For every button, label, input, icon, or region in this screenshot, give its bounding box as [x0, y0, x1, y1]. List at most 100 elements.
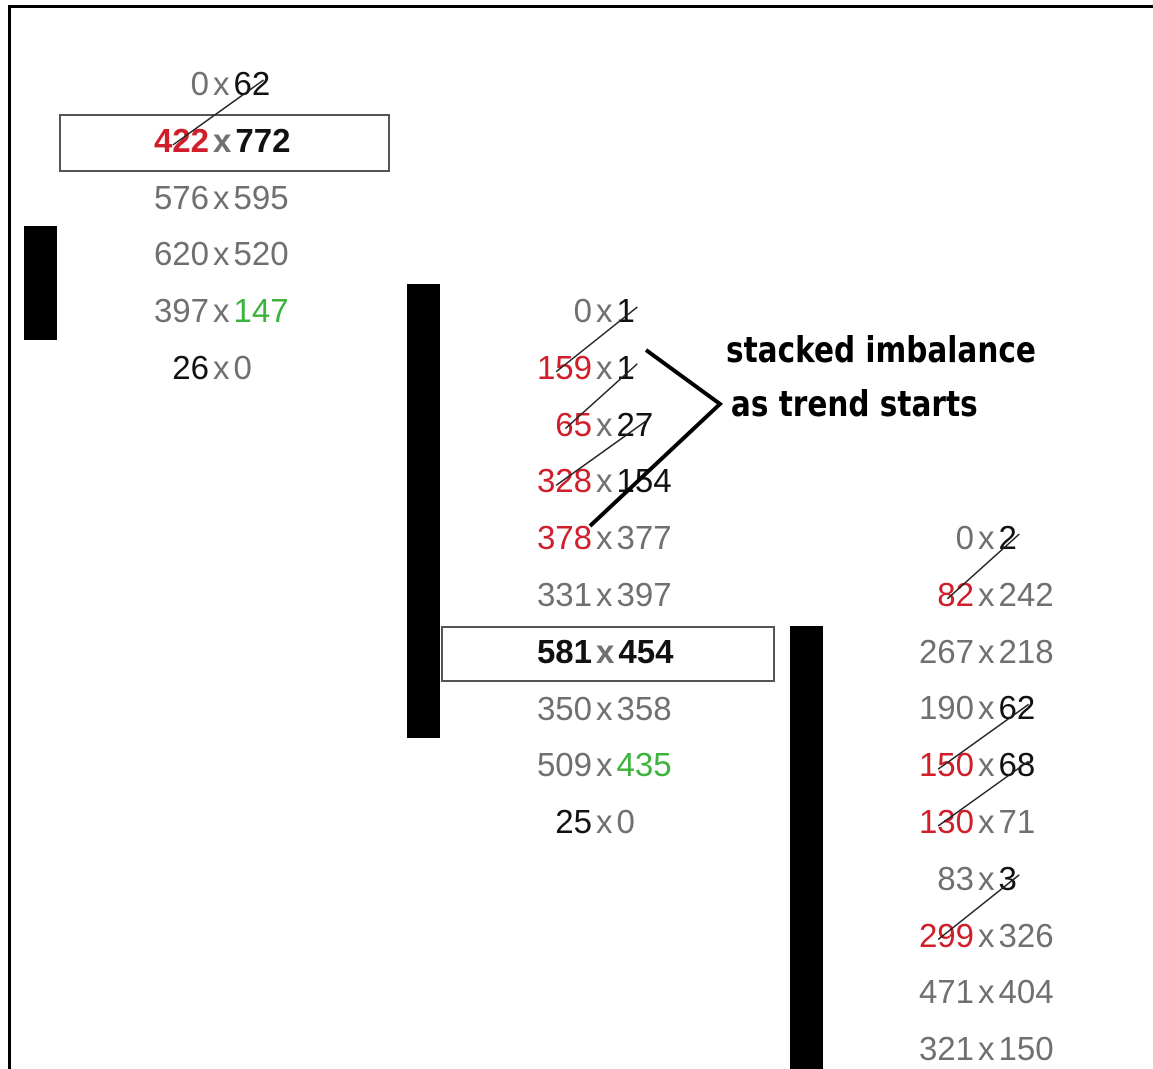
price-row: 581 x 454: [502, 633, 673, 671]
bid-volume: 65: [555, 405, 592, 443]
annotation-line-1: stacked imbalance: [726, 330, 1036, 371]
separator-x: x: [596, 689, 613, 727]
ask-volume: 68: [998, 746, 1036, 784]
bid-volume: 0: [955, 519, 974, 556]
price-row: 378 x 377: [502, 519, 672, 557]
ask-volume: 71: [998, 803, 1036, 840]
ask-volume: 3: [998, 859, 1017, 897]
bid-volume: 150: [918, 746, 974, 784]
price-row: 130 x 71: [884, 803, 1035, 841]
bid-volume: 581: [536, 632, 592, 670]
separator-x: x: [978, 803, 995, 840]
ask-volume: 520: [233, 235, 289, 273]
price-row: 25 x 0: [502, 803, 635, 841]
price-row: 159 x 1: [502, 349, 635, 387]
ask-volume: 242: [998, 575, 1054, 613]
price-row: 82 x 242: [884, 575, 1054, 614]
separator-x: x: [596, 519, 613, 557]
bid-volume: 25: [555, 803, 592, 841]
separator-x: x: [596, 405, 613, 443]
bid-volume: 378: [536, 519, 592, 557]
bid-volume: 82: [937, 575, 974, 613]
separator-x: x: [596, 292, 613, 329]
separator-x: x: [978, 689, 995, 727]
ask-volume: 150: [998, 1030, 1054, 1068]
bid-volume: 620: [153, 235, 209, 273]
annotation-text: stacked imbalance as trend starts: [726, 324, 1036, 432]
ask-volume: 435: [616, 746, 672, 784]
ask-volume: 404: [998, 973, 1054, 1011]
ask-volume: 326: [998, 916, 1054, 954]
separator-x: x: [978, 746, 995, 784]
separator-x: x: [213, 235, 230, 273]
separator-x: x: [213, 292, 230, 330]
price-row: 26 x 0: [119, 349, 252, 387]
separator-x: x: [978, 632, 995, 670]
separator-x: x: [213, 178, 230, 216]
separator-x: x: [978, 973, 995, 1011]
ask-volume: 62: [233, 65, 271, 102]
ask-volume: 358: [616, 689, 672, 727]
separator-x: x: [213, 65, 230, 102]
bid-volume: 509: [536, 746, 592, 784]
candle-bar-3: [790, 626, 823, 1069]
bid-volume: 0: [573, 292, 592, 329]
point-of-control-box: [441, 626, 775, 682]
bid-volume: 190: [918, 689, 974, 727]
ask-volume: 2: [998, 519, 1017, 556]
price-row: 328 x 154: [502, 462, 672, 500]
ask-volume: 397: [616, 576, 672, 613]
separator-x: x: [596, 746, 613, 784]
ask-volume: 595: [233, 178, 289, 216]
price-row: 267 x 218: [884, 633, 1054, 671]
separator-x: x: [596, 576, 613, 613]
bid-volume: 0: [190, 65, 209, 102]
chart-frame: [8, 5, 1153, 1069]
bid-volume: 83: [937, 859, 974, 897]
separator-x: x: [978, 519, 995, 556]
separator-x: x: [596, 803, 613, 841]
separator-x: x: [596, 632, 615, 670]
price-row: 471 x 404: [884, 973, 1054, 1011]
bid-volume: 159: [536, 348, 592, 386]
price-row: 190 x 62: [884, 689, 1035, 727]
bid-volume: 350: [536, 689, 592, 727]
bid-volume: 299: [918, 916, 974, 954]
ask-volume: 377: [616, 519, 672, 557]
separator-x: x: [978, 916, 995, 954]
price-row: 509 x 435: [502, 746, 672, 784]
price-row: 321 x 150: [884, 1030, 1054, 1068]
ask-volume: 62: [998, 689, 1036, 727]
price-row: 65 x 27: [502, 406, 653, 444]
price-row: 576 x 595: [119, 179, 289, 217]
ask-volume: 1: [616, 292, 635, 329]
ask-volume: 0: [233, 349, 252, 386]
price-row: 299 x 326: [884, 917, 1054, 955]
separator-x: x: [978, 859, 995, 897]
ask-volume: 218: [998, 632, 1054, 670]
point-of-control-box: [59, 114, 390, 172]
annotation-line-2: as trend starts: [730, 384, 978, 425]
price-row: 0 x 62: [119, 65, 271, 103]
price-row: 397 x 147: [119, 292, 289, 330]
separator-x: x: [596, 462, 613, 500]
bid-volume: 130: [918, 803, 974, 840]
price-row: 150 x 68: [884, 746, 1035, 784]
ask-volume: 0: [616, 803, 635, 841]
separator-x: x: [596, 348, 613, 386]
separator-x: x: [978, 1030, 995, 1068]
ask-volume: 454: [618, 632, 674, 670]
price-row: 350 x 358: [502, 690, 672, 728]
price-row: 331 x 397: [502, 576, 672, 614]
bid-volume: 267: [918, 632, 974, 670]
bid-volume: 321: [918, 1030, 974, 1068]
candle-bar-2: [407, 284, 440, 738]
bid-volume: 471: [918, 973, 974, 1011]
separator-x: x: [978, 575, 995, 613]
bid-volume: 331: [536, 576, 592, 613]
bid-volume: 26: [172, 349, 209, 386]
ask-volume: 27: [616, 405, 654, 443]
